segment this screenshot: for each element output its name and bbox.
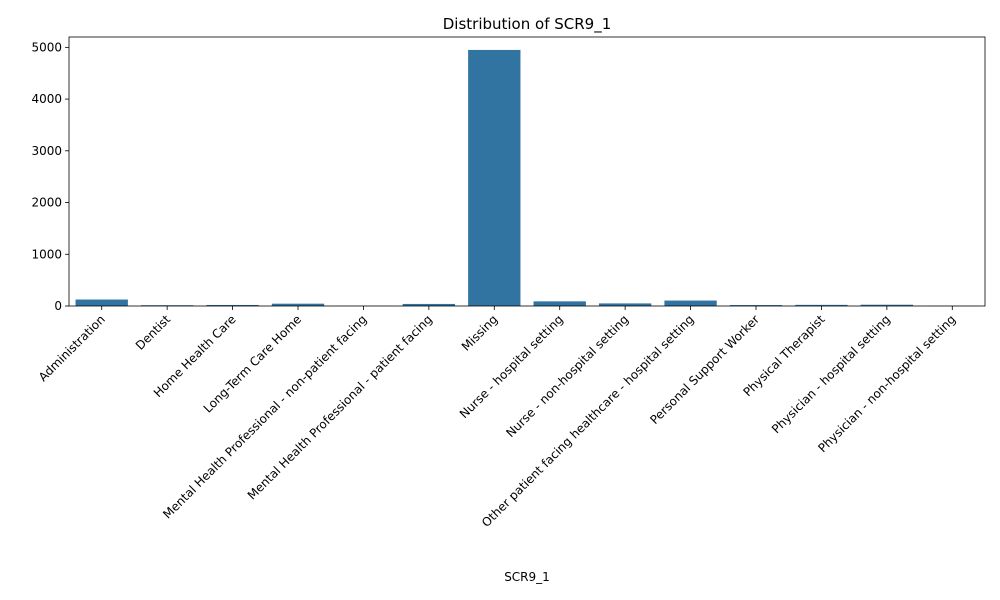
bar <box>468 49 521 307</box>
x-tick-label: Missing <box>459 312 501 354</box>
y-tick-label: 4000 <box>31 92 62 106</box>
bar <box>598 303 652 306</box>
y-tick-label: 1000 <box>31 247 62 261</box>
bar <box>206 304 259 306</box>
bar <box>664 300 717 306</box>
x-tick-label: Physician - non-hospital setting <box>815 312 958 455</box>
x-tick-label: Nurse - non-hospital setting <box>503 312 631 440</box>
bars-group <box>75 49 979 307</box>
bar <box>729 305 783 306</box>
y-tick-label: 2000 <box>31 196 62 210</box>
bar <box>795 304 848 306</box>
y-tick-label: 5000 <box>31 40 62 54</box>
bar <box>533 301 586 306</box>
bar <box>271 303 325 306</box>
x-tick-label: Administration <box>36 312 108 384</box>
bar <box>860 304 914 306</box>
plot-frame <box>68 36 986 307</box>
x-tick-label: Physician - hospital setting <box>769 312 893 436</box>
x-tick-label: Dentist <box>133 312 174 353</box>
bar <box>75 299 128 306</box>
x-axis-label: SCR9_1 <box>504 570 550 584</box>
y-axis: 0 1000 2000 3000 4000 5000 <box>31 40 69 313</box>
bar <box>402 303 456 306</box>
y-tick-label: 3000 <box>31 144 62 158</box>
chart-title: Distribution of SCR9_1 <box>443 15 612 34</box>
x-tick-label: Personal Support Worker <box>647 312 762 427</box>
y-tick-label: 0 <box>54 299 62 313</box>
